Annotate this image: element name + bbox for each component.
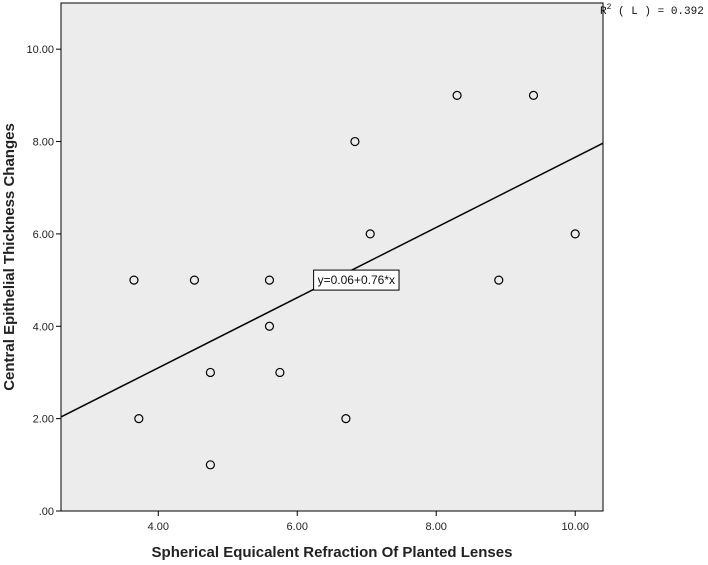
data-point [129,275,139,285]
x-tick-label: 6.00 [287,521,308,533]
fit-equation-box: y=0.06+0.76*x [313,269,400,291]
x-axis-title: Spherical Equicalent Refraction Of Plant… [152,544,513,561]
data-point [205,460,215,470]
data-point [341,414,351,424]
y-axis-ticks: .00 2.00 4.00 6.00 8.00 10.00 [26,44,61,518]
y-axis-title: Central Epithelial Thickness Changes [1,123,18,391]
x-tick-label: 4.00 [148,521,169,533]
data-points [129,90,580,470]
y-tick-label: 10.00 [26,44,54,56]
x-tick-label: 10.00 [561,521,589,533]
data-point [494,275,504,285]
data-point [205,367,215,378]
x-tick-label: 8.00 [426,521,447,533]
y-tick-label: 6.00 [33,229,54,241]
x-axis-ticks: 4.00 6.00 8.00 10.00 [148,511,589,533]
data-point [570,229,580,239]
y-tick-label: .00 [39,506,54,518]
r-squared-label: R2 ( L ) = 0.392 [600,3,704,18]
y-tick-label: 8.00 [33,137,54,149]
fit-equation-label: y=0.06+0.76*x [318,273,395,287]
plot-area [60,2,604,512]
data-point [264,275,275,285]
data-point [350,136,360,147]
y-tick-label: 2.00 [33,414,54,426]
data-point [264,321,275,331]
y-tick-label: 4.00 [33,321,54,333]
data-point [134,414,144,424]
data-point [365,229,375,239]
data-point [528,90,539,100]
data-point [275,367,285,378]
data-point [189,275,200,285]
data-point [452,90,462,100]
